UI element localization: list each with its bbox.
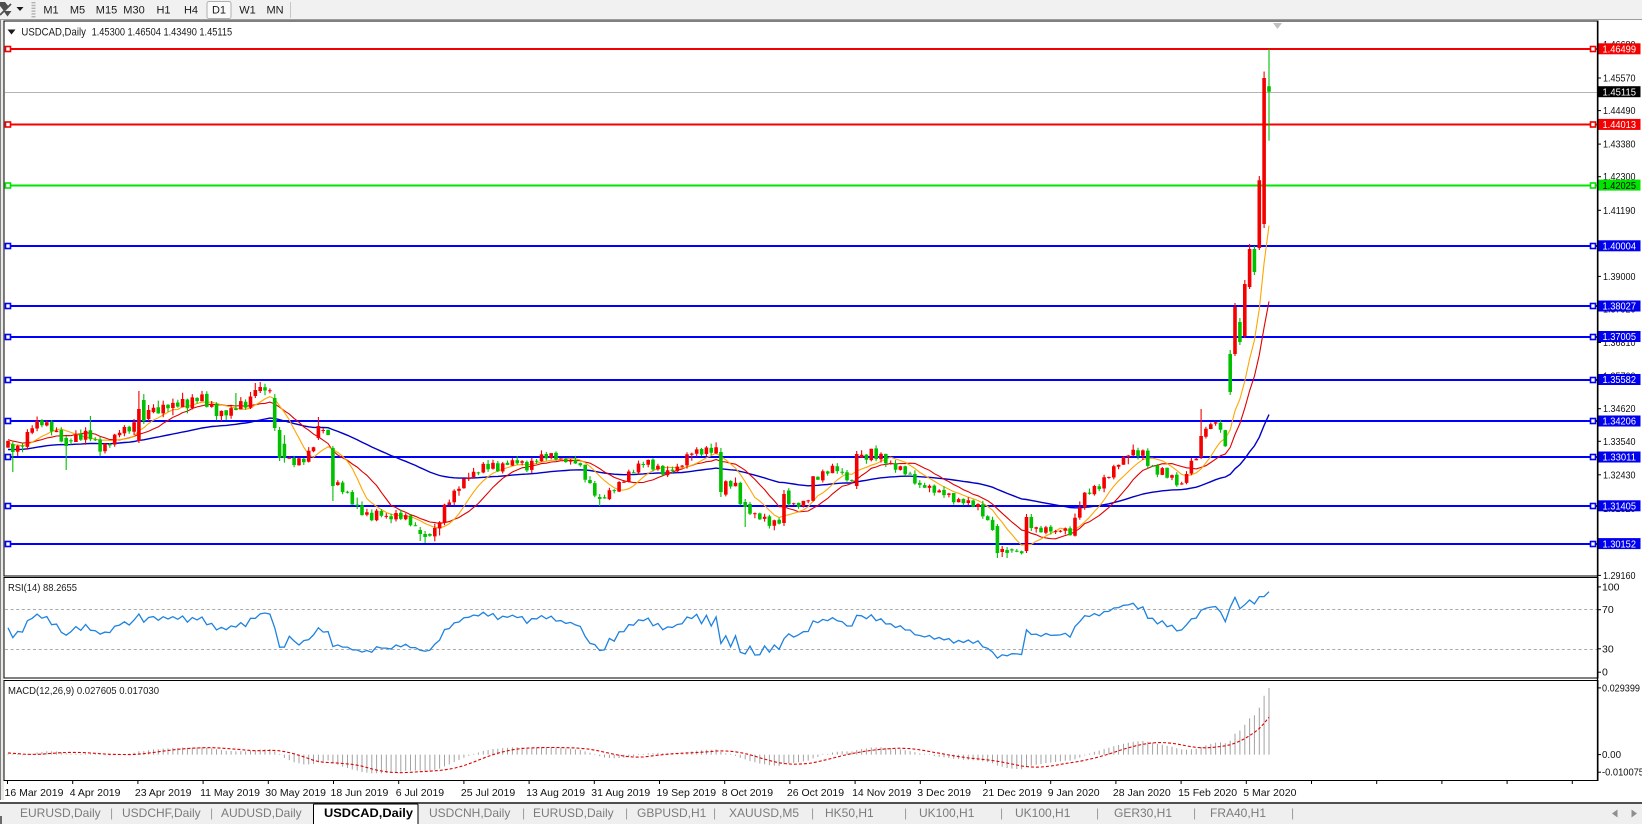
svg-text:30 May 2019: 30 May 2019 [265, 787, 326, 799]
svg-text:UK100,H1: UK100,H1 [919, 806, 975, 820]
svg-text:26 Oct 2019: 26 Oct 2019 [787, 787, 844, 799]
svg-text:EURUSD,Daily: EURUSD,Daily [20, 806, 101, 820]
svg-text:23 Apr 2019: 23 Apr 2019 [135, 787, 192, 799]
svg-text:M1: M1 [43, 5, 58, 17]
svg-text:XAUUSD,M5: XAUUSD,M5 [729, 806, 799, 820]
svg-text:18 Jun 2019: 18 Jun 2019 [331, 787, 389, 799]
svg-text:1.32430: 1.32430 [1603, 469, 1636, 481]
svg-text:1.40004: 1.40004 [1603, 241, 1637, 253]
svg-text:1.41190: 1.41190 [1603, 205, 1636, 217]
svg-text:1.38027: 1.38027 [1603, 301, 1637, 313]
svg-text:GER30,H1: GER30,H1 [1114, 806, 1172, 820]
svg-text:|: | [713, 806, 716, 820]
svg-text:4 Apr 2019: 4 Apr 2019 [70, 787, 121, 799]
svg-text:AUDUSD,Daily: AUDUSD,Daily [221, 806, 302, 820]
svg-text:0.029399: 0.029399 [1602, 682, 1640, 694]
svg-text:H4: H4 [184, 5, 198, 17]
svg-text:FRA40,H1: FRA40,H1 [1210, 806, 1266, 820]
svg-text:100: 100 [1602, 581, 1620, 593]
svg-text:1.44013: 1.44013 [1603, 119, 1637, 131]
svg-text:28 Jan 2020: 28 Jan 2020 [1113, 787, 1171, 799]
svg-text:11 May 2019: 11 May 2019 [200, 787, 260, 799]
svg-text:3 Dec 2019: 3 Dec 2019 [917, 787, 971, 799]
svg-text:MACD(12,26,9) 0.027605 0.01703: MACD(12,26,9) 0.027605 0.017030 [8, 685, 159, 697]
svg-text:1.45300 1.46504 1.43490 1.4511: 1.45300 1.46504 1.43490 1.45115 [92, 27, 233, 39]
svg-text:1.35582: 1.35582 [1603, 374, 1637, 386]
svg-text:1.31405: 1.31405 [1603, 501, 1637, 513]
svg-text:1.39000: 1.39000 [1603, 271, 1636, 283]
svg-text:MN: MN [266, 5, 283, 17]
svg-text:19 Sep 2019: 19 Sep 2019 [657, 787, 717, 799]
svg-text:6 Jul 2019: 6 Jul 2019 [396, 787, 445, 799]
svg-text:|: | [1096, 806, 1099, 820]
svg-text:|: | [1000, 806, 1003, 820]
svg-text:M30: M30 [123, 5, 144, 17]
svg-text:15 Feb 2020: 15 Feb 2020 [1178, 787, 1237, 799]
svg-text:RSI(14) 88.2655: RSI(14) 88.2655 [8, 582, 77, 594]
svg-text:USDCHF,Daily: USDCHF,Daily [122, 806, 201, 820]
svg-text:M15: M15 [96, 5, 117, 17]
svg-text:31 Aug 2019: 31 Aug 2019 [591, 787, 650, 799]
svg-text:1.46499: 1.46499 [1603, 44, 1637, 56]
svg-text:USDCAD,Daily: USDCAD,Daily [324, 806, 413, 820]
svg-text:USDCAD,Daily: USDCAD,Daily [21, 27, 86, 39]
svg-text:-0.010075: -0.010075 [1602, 767, 1642, 779]
svg-text:25 Jul 2019: 25 Jul 2019 [461, 787, 515, 799]
svg-text:13 Aug 2019: 13 Aug 2019 [526, 787, 585, 799]
svg-text:EURUSD,Daily: EURUSD,Daily [533, 806, 614, 820]
svg-text:1.33540: 1.33540 [1603, 436, 1636, 448]
svg-text:1.30152: 1.30152 [1603, 538, 1637, 550]
svg-text:1.45570: 1.45570 [1603, 73, 1636, 85]
svg-text:UK100,H1: UK100,H1 [1015, 806, 1071, 820]
svg-text:1.44490: 1.44490 [1603, 105, 1636, 117]
svg-text:70: 70 [1602, 604, 1614, 616]
svg-text:0.00: 0.00 [1602, 749, 1621, 761]
svg-text:|: | [210, 806, 213, 820]
svg-text:1.45115: 1.45115 [1603, 86, 1637, 98]
svg-text:HK50,H1: HK50,H1 [825, 806, 874, 820]
svg-text:0: 0 [1602, 667, 1608, 679]
svg-text:1.34206: 1.34206 [1603, 416, 1637, 428]
svg-text:|: | [1193, 806, 1196, 820]
svg-text:|: | [522, 806, 525, 820]
svg-text:1.37005: 1.37005 [1603, 331, 1637, 343]
svg-text:1.34620: 1.34620 [1603, 403, 1636, 415]
svg-text:9 Jan 2020: 9 Jan 2020 [1048, 787, 1100, 799]
svg-text:GBPUSD,H1: GBPUSD,H1 [637, 806, 707, 820]
svg-text:1.29160: 1.29160 [1603, 570, 1636, 582]
svg-text:|: | [110, 806, 113, 820]
svg-text:1.42025: 1.42025 [1603, 180, 1637, 192]
svg-text:D1: D1 [212, 5, 226, 17]
svg-text:21 Dec 2019: 21 Dec 2019 [983, 787, 1043, 799]
svg-text:1.33011: 1.33011 [1603, 452, 1637, 464]
svg-text:|: | [811, 806, 814, 820]
svg-text:H1: H1 [156, 5, 170, 17]
svg-text:|: | [1291, 806, 1294, 820]
svg-text:USDCNH,Daily: USDCNH,Daily [429, 806, 510, 820]
svg-text:|: | [904, 806, 907, 820]
svg-text:W1: W1 [239, 5, 256, 17]
svg-text:1.43380: 1.43380 [1603, 139, 1636, 151]
svg-text:5 Mar 2020: 5 Mar 2020 [1243, 787, 1296, 799]
svg-text:M5: M5 [70, 5, 85, 17]
svg-text:14 Nov 2019: 14 Nov 2019 [852, 787, 912, 799]
svg-text:30: 30 [1602, 643, 1614, 655]
svg-text:|: | [625, 806, 628, 820]
svg-text:8 Oct 2019: 8 Oct 2019 [722, 787, 774, 799]
svg-text:16 Mar 2019: 16 Mar 2019 [5, 787, 64, 799]
